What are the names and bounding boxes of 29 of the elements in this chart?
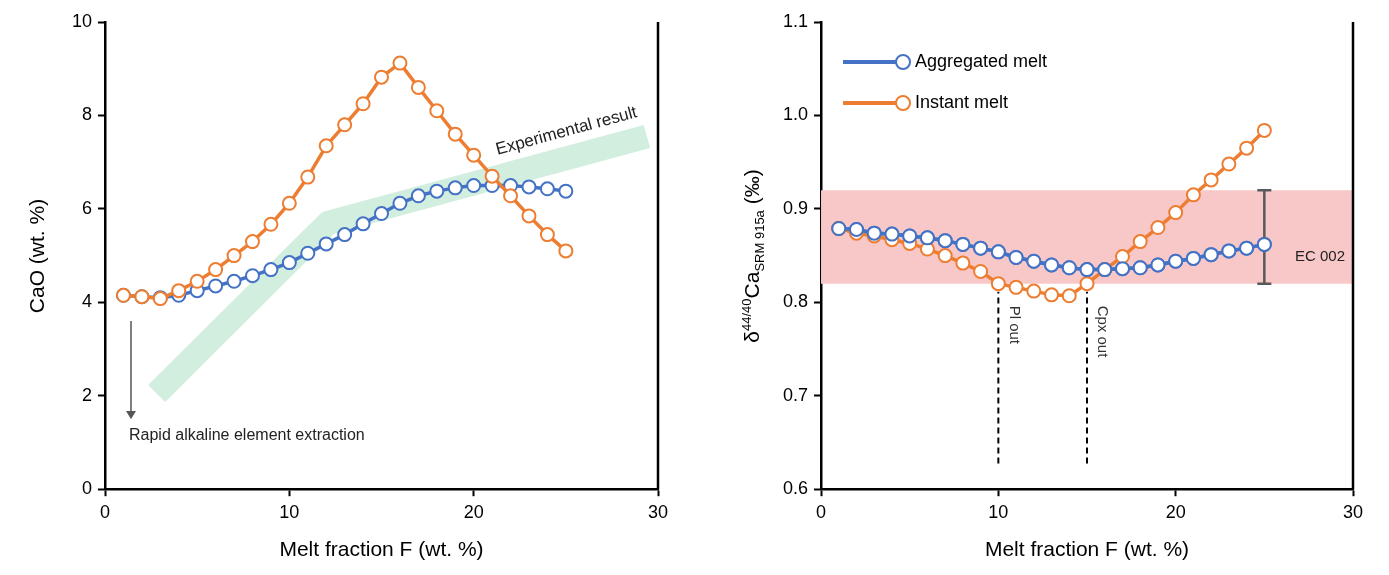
y-tick-label: 2 [82,384,93,405]
x-tick-label: 20 [1165,501,1186,522]
x-axis-title: Melt fraction F (wt. %) [984,537,1190,561]
band-label: EC 002 [1294,246,1345,264]
ref-line-label: Pl out [1006,305,1024,345]
legend-label: Instant melt [915,91,1009,112]
y-tick-label: 0.7 [782,384,809,405]
y-axis-title: CaO (wt. %) [25,198,49,313]
y-tick-label: 6 [82,197,93,218]
x-tick-label: 0 [100,501,111,522]
y-tick-label: 0.6 [782,478,809,499]
x-tick-label: 0 [816,501,827,522]
y-tick-label: 4 [82,291,93,312]
y-tick-label: 0 [82,478,93,499]
y-tick-label: 1.1 [782,10,809,31]
x-axis-title: Melt fraction F (wt. %) [279,537,484,561]
y-tick-label: 1.0 [782,104,809,125]
x-tick-label: 30 [647,501,669,522]
legend-label: Aggregated melt [915,50,1048,71]
x-tick-label: 10 [279,501,300,522]
y-tick-label: 0.9 [782,197,809,218]
y-tick-label: 0.8 [782,291,809,312]
annotation: Rapid alkaline element extraction [129,425,365,443]
y-tick-label: 10 [71,10,93,31]
x-tick-label: 30 [1342,501,1364,522]
x-tick-label: 10 [988,501,1009,522]
ref-line-label: Cpx out [1095,305,1113,359]
y-tick-label: 8 [82,104,93,125]
x-tick-label: 20 [463,501,484,522]
